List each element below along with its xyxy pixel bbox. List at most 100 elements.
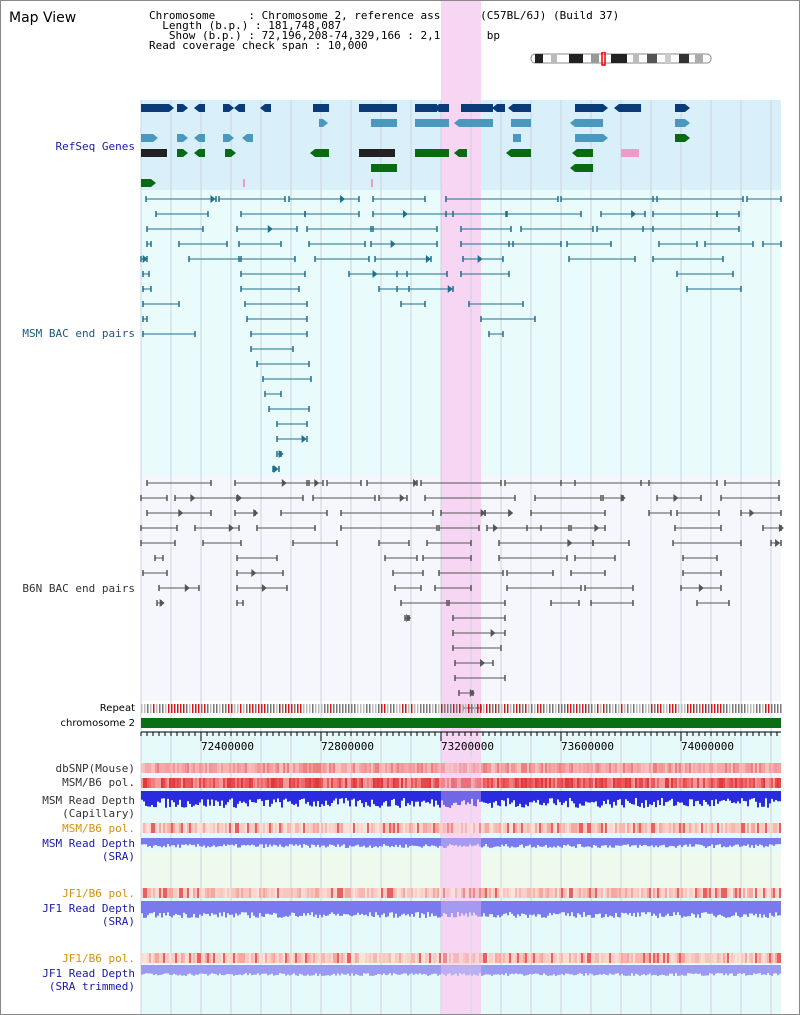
jf1-sra-depth-bar bbox=[197, 901, 199, 918]
msm-sra-depth-bar bbox=[227, 838, 229, 845]
track-label-jf1-b6-pol-2[interactable]: JF1/B6 pol. bbox=[62, 952, 135, 965]
jf1-trimmed-depth-bar bbox=[581, 965, 583, 974]
msm-capillary-depth-bar bbox=[345, 791, 347, 799]
chromosome-ideogram[interactable] bbox=[529, 52, 715, 66]
msm-sra-depth-bar bbox=[717, 838, 719, 845]
repeat-feature bbox=[213, 704, 215, 713]
track-label-msm-depth-capillary[interactable]: MSM Read Depth bbox=[42, 794, 135, 807]
msm-capillary-depth-bar bbox=[315, 791, 317, 807]
track-label-jf1-depth-sra[interactable]: JF1 Read Depth bbox=[42, 902, 135, 915]
jf1-sra-depth-bar bbox=[457, 901, 459, 913]
msm-capillary-depth-bar bbox=[165, 791, 167, 808]
msm-b6-pol-2-heat-cell bbox=[601, 823, 603, 833]
track-label-msm-depth-sra[interactable]: MSM Read Depth bbox=[42, 837, 135, 850]
msm-b6-pol-heat-cell bbox=[579, 778, 581, 788]
dbsnp-heat-cell bbox=[457, 763, 459, 773]
jf1-trimmed-depth-bar bbox=[345, 965, 347, 975]
msm-b6-pol-2-heat-cell bbox=[507, 823, 509, 833]
jf1-trimmed-depth-bar bbox=[541, 965, 543, 976]
jf1-trimmed-depth-bar bbox=[651, 965, 653, 976]
jf1-b6-pol-heat-cell bbox=[507, 888, 509, 898]
jf1-b6-pol-2-heat-cell bbox=[281, 953, 283, 963]
msm-b6-pol-2-heat-cell bbox=[747, 823, 749, 833]
dbsnp-heat-cell bbox=[403, 763, 405, 773]
repeat-feature bbox=[165, 704, 167, 713]
msm-sra-depth-bar bbox=[301, 838, 303, 848]
msm-capillary-depth-bar bbox=[363, 791, 365, 808]
jf1-sra-depth-bar bbox=[645, 901, 647, 915]
msm-sra-depth-bar bbox=[219, 838, 221, 847]
msm-capillary-depth-bar bbox=[611, 791, 613, 808]
msm-b6-pol-2-heat-cell bbox=[541, 823, 543, 833]
msm-b6-pol-heat-cell bbox=[715, 778, 717, 788]
jf1-b6-pol-heat-cell bbox=[289, 888, 291, 898]
track-label-msm-b6-pol-2[interactable]: MSM/B6 pol. bbox=[62, 822, 135, 835]
msm-sra-depth-bar bbox=[173, 838, 175, 846]
jf1-b6-pol-heat-cell bbox=[227, 888, 229, 898]
jf1-trimmed-depth-bar bbox=[391, 965, 393, 976]
msm-sra-depth-bar bbox=[407, 838, 409, 848]
msm-capillary-depth-bar bbox=[501, 791, 503, 800]
track-label-b6n-bac[interactable]: B6N BAC end pairs bbox=[22, 582, 135, 595]
msm-capillary-depth-bar bbox=[223, 791, 225, 808]
msm-sra-depth-bar bbox=[423, 838, 425, 847]
dbsnp-heat-cell bbox=[183, 763, 185, 773]
repeat-feature bbox=[156, 704, 158, 713]
jf1-trimmed-depth-bar bbox=[235, 965, 237, 975]
jf1-trimmed-depth-bar bbox=[731, 965, 733, 974]
jf1-b6-pol-heat-cell bbox=[335, 888, 337, 898]
jf1-b6-pol-2-heat-cell bbox=[209, 953, 211, 963]
jf1-sra-depth-bar bbox=[683, 901, 685, 917]
track-label-jf1-b6-pol-1[interactable]: JF1/B6 pol. bbox=[62, 887, 135, 900]
jf1-b6-pol-2-heat-cell bbox=[309, 953, 311, 963]
track-label-dbsnp[interactable]: dbSNP(Mouse) bbox=[55, 762, 135, 775]
jf1-trimmed-depth-bar bbox=[173, 965, 175, 974]
jf1-b6-pol-heat-cell bbox=[353, 888, 355, 898]
msm-b6-pol-heat-cell bbox=[623, 778, 625, 788]
msm-capillary-depth-bar bbox=[719, 791, 721, 802]
jf1-trimmed-depth-bar bbox=[247, 965, 249, 976]
repeat-feature bbox=[384, 704, 386, 713]
msm-sra-depth-bar bbox=[469, 838, 471, 845]
jf1-b6-pol-2-heat-cell bbox=[169, 953, 171, 963]
track-label-msm-b6-pol-1[interactable]: MSM/B6 pol. bbox=[62, 776, 135, 789]
jf1-trimmed-depth-bar bbox=[187, 965, 189, 975]
jf1-sra-depth-bar bbox=[623, 901, 625, 914]
jf1-b6-pol-2-heat-cell bbox=[299, 953, 301, 963]
dbsnp-heat-cell bbox=[401, 763, 403, 773]
msm-b6-pol-2-heat-cell bbox=[613, 823, 615, 833]
repeat-feature bbox=[501, 704, 503, 713]
dbsnp-heat-cell bbox=[215, 763, 217, 773]
repeat-feature bbox=[519, 704, 521, 713]
jf1-b6-pol-heat-cell bbox=[705, 888, 707, 898]
msm-b6-pol-2-heat-cell bbox=[157, 823, 159, 833]
jf1-trimmed-depth-bar bbox=[329, 965, 331, 976]
jf1-trimmed-depth-bar bbox=[687, 965, 689, 974]
jf1-sra-depth-bar bbox=[395, 901, 397, 914]
jf1-sra-depth-bar bbox=[231, 901, 233, 915]
msm-sra-depth-bar bbox=[531, 838, 533, 848]
jf1-b6-pol-2-heat-cell bbox=[507, 953, 509, 963]
jf1-trimmed-depth-bar bbox=[547, 965, 549, 976]
msm-sra-depth-bar bbox=[447, 838, 449, 846]
msm-b6-pol-2-heat-cell bbox=[565, 823, 567, 833]
jf1-b6-pol-2-heat-cell bbox=[595, 953, 597, 963]
jf1-b6-pol-heat-cell bbox=[649, 888, 651, 898]
jf1-b6-pol-2-heat-cell bbox=[739, 953, 741, 963]
msm-capillary-depth-bar bbox=[249, 791, 251, 800]
jf1-trimmed-depth-bar bbox=[217, 965, 219, 976]
track-label-refseq-genes[interactable]: RefSeq Genes bbox=[55, 140, 135, 153]
jf1-b6-pol-2-heat-cell bbox=[689, 953, 691, 963]
track-label-jf1-depth-trimmed[interactable]: JF1 Read Depth bbox=[42, 967, 135, 980]
msm-sra-depth-bar bbox=[151, 838, 153, 848]
msm-capillary-depth-bar bbox=[453, 791, 455, 803]
repeat-feature bbox=[504, 704, 506, 713]
dbsnp-heat-cell bbox=[583, 763, 585, 773]
repeat-feature bbox=[672, 704, 674, 713]
track-label-msm-bac[interactable]: MSM BAC end pairs bbox=[22, 327, 135, 340]
jf1-b6-pol-heat-cell bbox=[639, 888, 641, 898]
jf1-sra-depth-bar bbox=[703, 901, 705, 913]
jf1-b6-pol-2-heat-cell bbox=[617, 953, 619, 963]
msm-capillary-depth-bar bbox=[391, 791, 393, 800]
